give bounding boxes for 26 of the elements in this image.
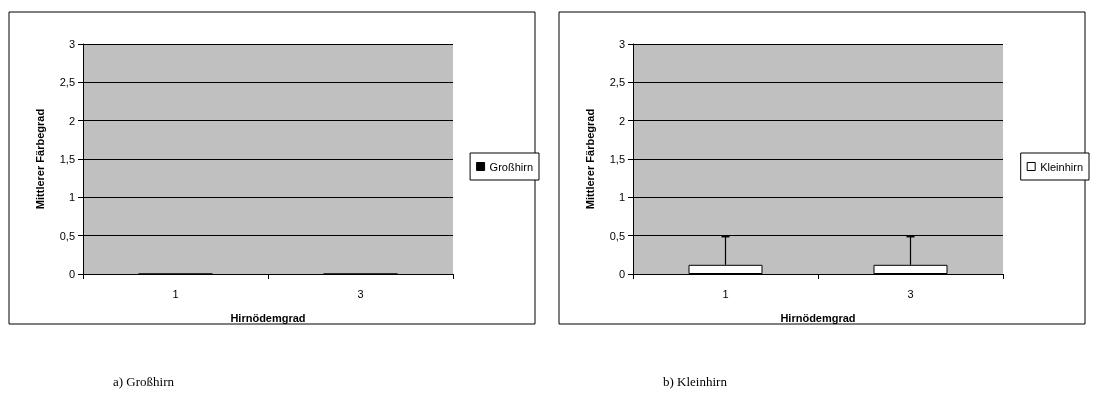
y-axis-title: Mittlerer Färbegrad <box>583 108 596 210</box>
y-tick-label: 2 <box>618 114 625 127</box>
x-tick-label: 1 <box>172 287 179 300</box>
y-tick-label: 2 <box>68 114 75 127</box>
legend-label: Großhirn <box>489 160 534 173</box>
y-tick-label: 0 <box>68 268 75 280</box>
x-tick-label: 3 <box>907 287 914 300</box>
y-tick-label: 3 <box>618 38 625 50</box>
y-tick-label: 1,5 <box>59 153 75 165</box>
y-tick-label: 2,5 <box>59 76 75 89</box>
text: b) Kleinhirn <box>663 374 728 389</box>
text: a) Großhirn <box>113 374 175 389</box>
y-tick-label: 0,5 <box>609 229 625 242</box>
legend-label: Kleinhirn <box>1040 160 1084 173</box>
y-axis-title: Mittlerer Färbegrad <box>33 108 46 210</box>
x-tick-label: 1 <box>722 287 729 300</box>
y-tick-label: 2,5 <box>609 76 625 89</box>
y-tick-label: 3 <box>68 38 75 50</box>
x-axis-title: Hirnödemgrad <box>230 311 306 324</box>
y-tick-label: 1 <box>618 191 625 204</box>
y-tick-label: 1,5 <box>609 153 625 165</box>
x-axis-title: Hirnödemgrad <box>780 311 856 324</box>
y-tick-label: 1 <box>68 191 75 204</box>
y-tick-label: 0,5 <box>59 229 75 242</box>
x-tick-label: 3 <box>357 287 364 300</box>
y-tick-label: 0 <box>618 268 625 280</box>
